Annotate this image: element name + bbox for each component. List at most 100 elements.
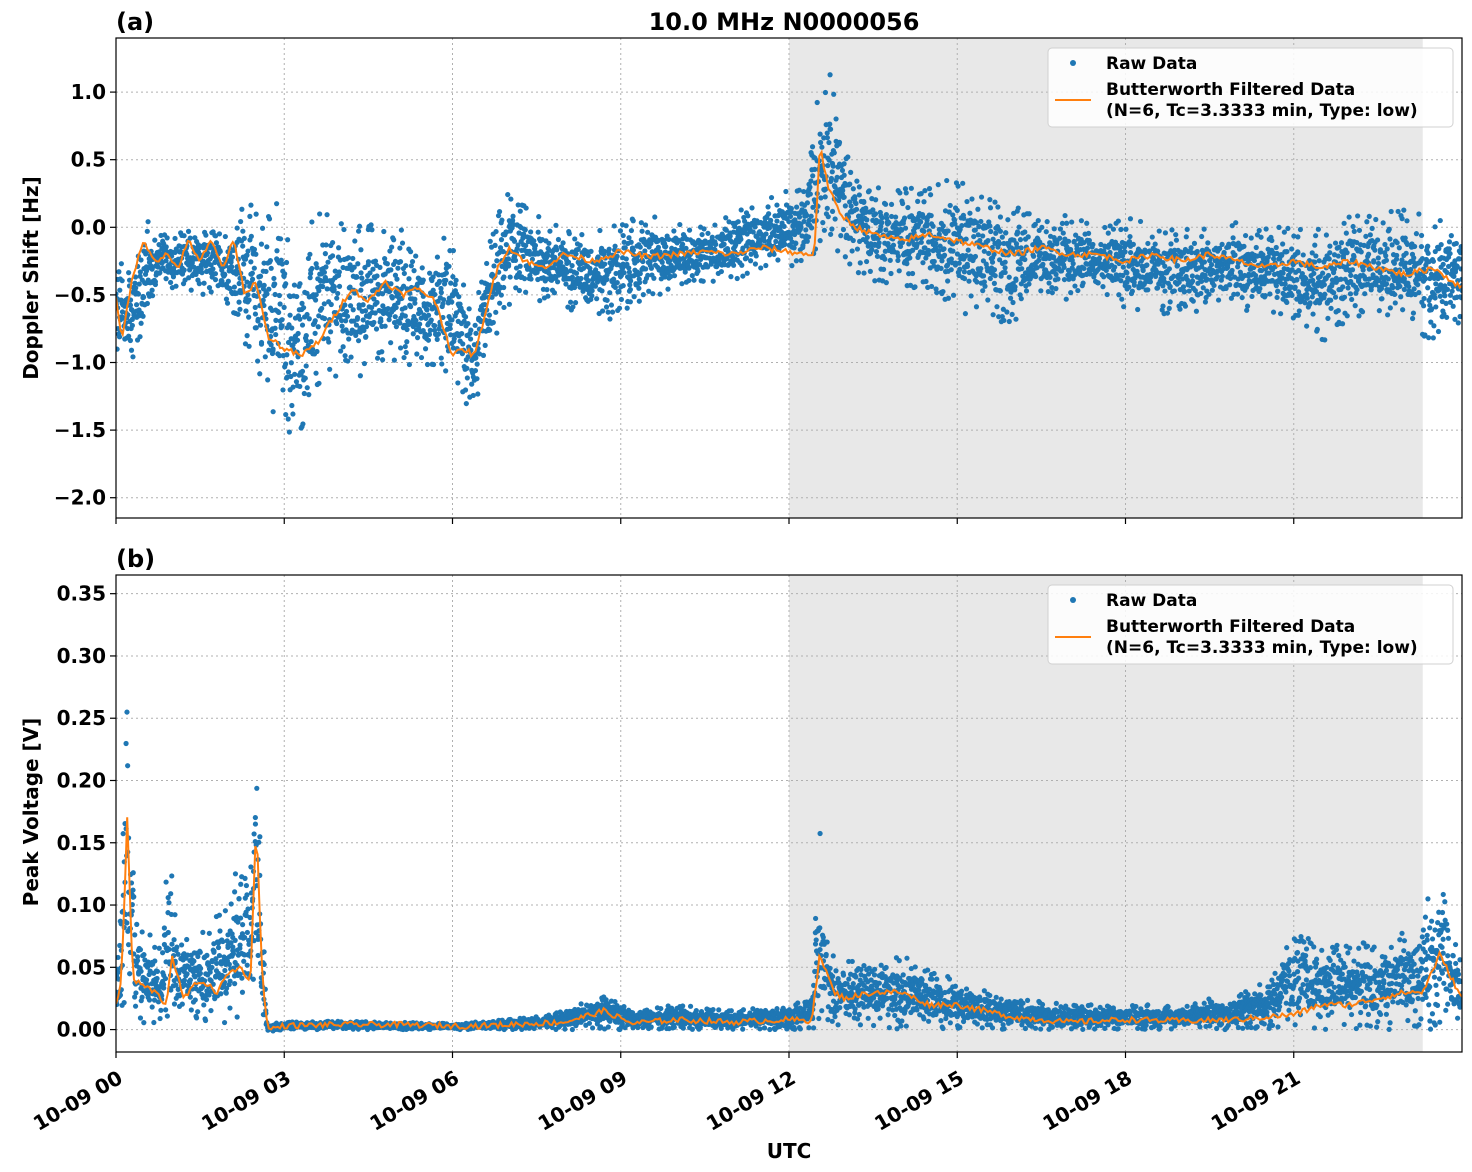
raw-data-point — [203, 232, 209, 238]
raw-data-point — [430, 361, 437, 368]
raw-data-point — [257, 273, 264, 279]
raw-data-point — [270, 348, 276, 354]
raw-data-point — [293, 379, 300, 385]
raw-data-point — [962, 311, 969, 317]
raw-data-point — [382, 323, 388, 329]
raw-data-point — [339, 323, 345, 329]
raw-data-point — [1322, 291, 1328, 297]
raw-data-point — [1072, 283, 1078, 289]
raw-data-point — [184, 251, 190, 258]
raw-data-point — [1229, 267, 1235, 274]
raw-data-point — [1335, 307, 1341, 314]
raw-data-point — [281, 304, 287, 310]
raw-data-point — [187, 235, 193, 241]
raw-data-point — [289, 402, 295, 409]
raw-data-point — [223, 296, 230, 302]
raw-data-point — [448, 280, 454, 286]
raw-data-point — [347, 303, 354, 309]
raw-data-point — [637, 271, 643, 277]
raw-data-point — [1084, 220, 1090, 226]
raw-data-point — [1285, 225, 1291, 232]
raw-data-point — [1295, 234, 1301, 240]
raw-data-point — [652, 214, 658, 220]
raw-data-point — [1383, 253, 1389, 259]
raw-data-point — [255, 318, 261, 324]
raw-data-point — [1452, 269, 1459, 275]
raw-data-point — [468, 327, 474, 333]
raw-data-point — [249, 270, 255, 276]
raw-data-point — [555, 236, 562, 243]
raw-data-point — [1009, 311, 1015, 318]
raw-data-point — [1304, 295, 1310, 301]
raw-data-point — [312, 318, 318, 324]
raw-data-point — [1162, 288, 1168, 294]
raw-data-point — [338, 348, 344, 354]
raw-data-point — [987, 205, 994, 211]
raw-data-point — [494, 258, 500, 264]
raw-data-point — [744, 270, 750, 276]
raw-data-point — [295, 330, 301, 337]
raw-data-point — [222, 233, 228, 240]
raw-data-point — [241, 261, 247, 267]
raw-data-point — [186, 275, 192, 281]
raw-data-point — [1118, 226, 1124, 233]
raw-data-point — [869, 247, 875, 253]
raw-data-point — [1057, 235, 1063, 241]
raw-data-point — [248, 202, 254, 208]
raw-data-point — [1448, 233, 1454, 239]
raw-data-point — [948, 267, 954, 273]
raw-data-point — [1399, 216, 1405, 222]
raw-data-point — [1208, 261, 1215, 268]
raw-data-point — [1047, 274, 1053, 280]
raw-data-point — [359, 275, 365, 281]
raw-data-point — [436, 278, 443, 284]
raw-data-point — [139, 994, 145, 1000]
raw-data-point — [861, 198, 867, 205]
raw-data-point — [511, 238, 518, 244]
raw-data-point — [239, 989, 246, 995]
raw-data-point — [757, 239, 763, 245]
raw-data-point — [671, 273, 678, 279]
raw-data-point — [863, 205, 869, 211]
raw-data-point — [1233, 220, 1239, 226]
raw-data-point — [1339, 321, 1346, 327]
raw-data-point — [516, 287, 523, 294]
raw-data-point — [789, 263, 795, 269]
y-tick-label: −0.5 — [54, 283, 106, 307]
raw-data-point — [363, 324, 370, 330]
raw-data-point — [1335, 253, 1341, 259]
raw-data-point — [642, 248, 648, 254]
raw-data-point — [895, 253, 901, 259]
raw-data-point — [121, 1000, 127, 1006]
raw-data-point — [601, 248, 607, 254]
raw-data-point — [207, 969, 213, 975]
raw-data-point — [476, 351, 483, 357]
raw-data-point — [234, 1014, 240, 1020]
raw-data-point — [547, 228, 553, 234]
raw-data-point — [827, 121, 833, 127]
raw-data-point — [222, 908, 228, 914]
panel-label-a: (a) — [116, 8, 154, 36]
raw-data-point — [671, 228, 677, 234]
raw-data-point — [609, 309, 616, 315]
raw-data-point — [1253, 244, 1259, 251]
raw-data-point — [645, 229, 651, 235]
raw-data-point — [397, 345, 404, 351]
raw-data-point — [1232, 252, 1238, 258]
raw-data-point — [498, 237, 505, 243]
raw-data-point — [700, 278, 706, 284]
raw-data-point — [1345, 285, 1351, 291]
raw-data-point — [156, 945, 162, 951]
raw-data-point — [116, 334, 123, 340]
raw-data-point — [1401, 207, 1407, 213]
raw-data-point — [1294, 277, 1300, 283]
raw-data-point — [315, 324, 321, 330]
raw-data-point — [227, 978, 233, 984]
raw-data-point — [1422, 276, 1428, 282]
raw-data-point — [928, 283, 935, 290]
raw-data-point — [294, 293, 300, 300]
raw-data-point — [470, 392, 476, 399]
raw-data-point — [743, 255, 750, 261]
raw-data-point — [523, 205, 529, 211]
